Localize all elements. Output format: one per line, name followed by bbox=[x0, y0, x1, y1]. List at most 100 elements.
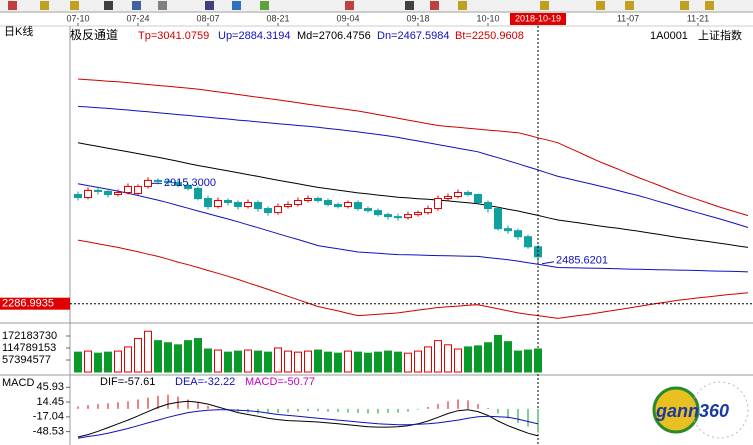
candle-body bbox=[94, 189, 102, 192]
candle-body bbox=[354, 202, 362, 210]
x-tick-label: 09-18 bbox=[406, 13, 429, 23]
tool-icon[interactable] bbox=[132, 1, 141, 10]
volume-bar bbox=[74, 351, 82, 373]
tool-icon[interactable] bbox=[260, 1, 269, 10]
candle-body bbox=[444, 195, 452, 199]
x-tick-label: 08-07 bbox=[196, 13, 219, 23]
tool-icon[interactable] bbox=[232, 1, 241, 10]
volume-bar bbox=[194, 338, 202, 373]
candle-body bbox=[134, 185, 142, 194]
volume-bar bbox=[484, 342, 492, 373]
band-line bbox=[77, 183, 749, 273]
volume-bar bbox=[184, 340, 192, 373]
candle-body bbox=[304, 197, 312, 202]
volume-bar bbox=[504, 341, 512, 373]
candle-body bbox=[514, 230, 522, 238]
volume-bar bbox=[314, 349, 322, 373]
volume-bar bbox=[424, 346, 432, 373]
volume-bar bbox=[144, 330, 152, 373]
high-label: 2915.3000 bbox=[164, 177, 216, 189]
tool-icon[interactable] bbox=[458, 1, 467, 10]
candle-body bbox=[394, 216, 402, 219]
low-pointer bbox=[541, 261, 555, 265]
volume-bar bbox=[374, 351, 382, 373]
tool-icon[interactable] bbox=[596, 1, 605, 10]
tool-icon[interactable] bbox=[158, 1, 167, 10]
macd-tick-label: 14.45 bbox=[36, 396, 64, 408]
legend-entry: Up=2884.3194 bbox=[218, 30, 290, 42]
toolbar-bg bbox=[0, 0, 753, 11]
symbol-code: 1A0001 bbox=[650, 30, 688, 42]
volume-bar bbox=[464, 346, 472, 373]
tool-icon[interactable] bbox=[625, 1, 634, 10]
volume-bar bbox=[354, 351, 362, 373]
tool-icon[interactable] bbox=[430, 1, 439, 10]
volume-bar bbox=[394, 351, 402, 373]
macd-legend: DEA=-32.22 bbox=[175, 376, 235, 388]
cursor-price-bg bbox=[0, 297, 70, 310]
tool-icon[interactable] bbox=[104, 1, 113, 10]
volume-bar bbox=[134, 338, 142, 373]
volume-bar bbox=[264, 351, 272, 373]
candle-body bbox=[324, 200, 332, 206]
tool-icon[interactable] bbox=[540, 1, 549, 10]
volume-tick-label: 57394577 bbox=[2, 354, 51, 366]
tool-icon[interactable] bbox=[8, 1, 17, 10]
volume-bar bbox=[444, 344, 452, 373]
tool-icon[interactable] bbox=[705, 1, 714, 10]
volume-bar bbox=[454, 348, 462, 373]
band-line bbox=[77, 142, 749, 248]
candle-body bbox=[114, 191, 122, 195]
volume-tick-label: 114789153 bbox=[2, 342, 56, 354]
volume-bar bbox=[164, 342, 172, 373]
candle-body bbox=[244, 202, 252, 208]
candle-body bbox=[144, 179, 152, 187]
cursor-price: 2286.9935 bbox=[2, 298, 54, 310]
volume-bar bbox=[214, 349, 222, 373]
macd-title: MACD bbox=[2, 377, 34, 389]
x-tick-label: 11-21 bbox=[687, 13, 709, 23]
candle-body bbox=[154, 179, 162, 182]
volume-bar bbox=[224, 351, 232, 373]
tool-icon[interactable] bbox=[205, 1, 214, 10]
tool-icon[interactable] bbox=[70, 1, 79, 10]
tool-icon[interactable] bbox=[345, 1, 354, 10]
candle-body bbox=[404, 214, 412, 219]
candle-body bbox=[234, 202, 242, 208]
tool-icon[interactable] bbox=[680, 1, 689, 10]
low-label: 2485.6201 bbox=[556, 255, 608, 267]
volume-bar bbox=[244, 349, 252, 373]
candle-body bbox=[284, 204, 292, 208]
candle-body bbox=[124, 185, 132, 193]
legend-entry: Bt=2250.9608 bbox=[455, 30, 524, 42]
candle-body bbox=[314, 197, 322, 202]
candle-body bbox=[334, 204, 342, 208]
candle-body bbox=[294, 200, 302, 206]
volume-bar bbox=[284, 350, 292, 373]
volume-bar bbox=[124, 346, 132, 373]
candle-body bbox=[104, 190, 112, 195]
volume-tick-label: 172183730 bbox=[2, 330, 57, 342]
toolbar bbox=[0, 0, 753, 11]
volume-bar bbox=[534, 348, 542, 373]
legend-entry: Dn=2467.5984 bbox=[377, 30, 449, 42]
candle-body bbox=[454, 191, 462, 197]
candle-body bbox=[524, 236, 532, 248]
logo-text: gann360 bbox=[655, 401, 729, 421]
candle-body bbox=[274, 206, 282, 214]
candle-body bbox=[264, 208, 272, 214]
tool-icon[interactable] bbox=[40, 1, 49, 10]
volume-bar bbox=[404, 352, 412, 373]
macd-tick-label: -48.53 bbox=[33, 426, 64, 438]
x-tick-label: 09-04 bbox=[336, 13, 359, 23]
legend-entry: Tp=3041.0759 bbox=[138, 30, 209, 42]
candle-body bbox=[474, 193, 482, 204]
volume-bar bbox=[474, 345, 482, 373]
volume-bar bbox=[514, 350, 522, 373]
tool-icon[interactable] bbox=[405, 1, 414, 10]
volume-bar bbox=[324, 351, 332, 373]
volume-bar bbox=[414, 350, 422, 373]
candle-body bbox=[504, 228, 512, 232]
volume-bar bbox=[434, 340, 442, 373]
